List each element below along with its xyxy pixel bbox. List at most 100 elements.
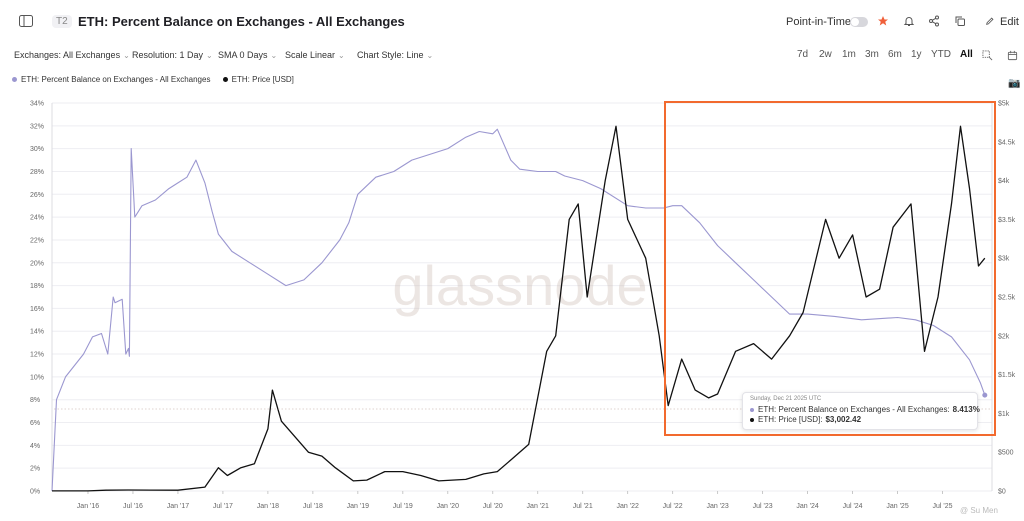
filter-bar: Exchanges: All Exchanges ⌄ Resolution: 1 … bbox=[0, 46, 1024, 66]
tooltip-date: Sunday, Dec 21 2025 UTC bbox=[750, 396, 822, 402]
legend-item-balance[interactable]: ETH: Percent Balance on Exchanges - All … bbox=[12, 75, 210, 84]
x-tick-label: Jul '23 bbox=[753, 503, 773, 510]
tooltip-row-price: ETH: Price [USD]: $3,002.42 bbox=[750, 415, 861, 424]
legend-dot-price bbox=[222, 77, 228, 82]
corner-watermark: @ Su Men bbox=[960, 506, 998, 515]
chart-series bbox=[51, 125, 988, 492]
zoom-select-icon[interactable] bbox=[981, 49, 993, 61]
x-tick-label: Jul '21 bbox=[573, 503, 593, 510]
x-tick-label: Jul '17 bbox=[213, 503, 233, 510]
tooltip-row-balance: ETH: Percent Balance on Exchanges - All … bbox=[750, 405, 980, 414]
left-tick-label: 0% bbox=[30, 489, 40, 496]
x-tick-label: Jan '23 bbox=[706, 503, 728, 510]
calendar-icon[interactable] bbox=[1006, 49, 1018, 61]
edit-button[interactable]: Edit bbox=[1000, 16, 1019, 28]
right-tick-label: $5k bbox=[998, 101, 1010, 108]
left-tick-label: 22% bbox=[30, 237, 44, 244]
range-6m[interactable]: 6m bbox=[888, 49, 902, 60]
glassnode-watermark: glassnode bbox=[392, 254, 647, 317]
left-tick-label: 24% bbox=[30, 215, 44, 222]
left-tick-label: 10% bbox=[30, 374, 44, 381]
sidebar-toggle-icon[interactable] bbox=[18, 13, 34, 29]
legend-item-price[interactable]: ETH: Price [USD] bbox=[222, 75, 294, 84]
left-tick-label: 34% bbox=[30, 101, 44, 108]
tooltip-dot-price bbox=[750, 417, 754, 422]
x-tick-label: Jul '22 bbox=[663, 503, 683, 510]
x-tick-label: Jan '21 bbox=[527, 503, 549, 510]
tooltip-dot-balance bbox=[750, 407, 754, 412]
share-icon[interactable] bbox=[927, 14, 941, 28]
right-tick-label: $1.5k bbox=[998, 372, 1016, 379]
bell-icon[interactable] bbox=[902, 14, 916, 28]
right-tick-label: $4.5k bbox=[998, 139, 1016, 146]
pencil-icon[interactable] bbox=[984, 15, 996, 27]
top-bar: T2 ETH: Percent Balance on Exchanges - A… bbox=[0, 0, 1024, 42]
left-tick-label: 32% bbox=[30, 123, 44, 130]
right-tick-label: $500 bbox=[998, 450, 1014, 457]
right-tick-label: $0 bbox=[998, 489, 1006, 496]
x-tick-label: Jul '19 bbox=[393, 503, 413, 510]
tier-tag: T2 bbox=[52, 15, 72, 28]
resolution-filter[interactable]: Resolution: 1 Day ⌄ bbox=[132, 50, 213, 60]
x-tick-label: Jan '18 bbox=[257, 503, 279, 510]
camera-icon[interactable]: 📷 bbox=[1008, 78, 1021, 89]
price-series-line bbox=[52, 125, 986, 492]
left-tick-label: 14% bbox=[30, 329, 44, 336]
right-tick-label: $2k bbox=[998, 333, 1010, 340]
range-1y[interactable]: 1y bbox=[911, 49, 922, 60]
x-tick-label: Jan '24 bbox=[796, 503, 818, 510]
right-tick-label: $4k bbox=[998, 178, 1010, 185]
x-tick-label: Jan '20 bbox=[437, 503, 459, 510]
chart-style-filter[interactable]: Chart Style: Line ⌄ bbox=[357, 50, 434, 60]
right-tick-label: $2.5k bbox=[998, 295, 1016, 302]
x-tick-label: Jan '19 bbox=[347, 503, 369, 510]
left-tick-label: 4% bbox=[30, 443, 40, 450]
x-tick-label: Jan '25 bbox=[886, 503, 908, 510]
x-tick-label: Jan '17 bbox=[167, 503, 189, 510]
copy-icon[interactable] bbox=[953, 14, 967, 28]
balance-hover-point bbox=[982, 392, 988, 398]
left-tick-label: 12% bbox=[30, 352, 44, 359]
sma-filter[interactable]: SMA 0 Days ⌄ bbox=[218, 50, 278, 60]
balance-series-line bbox=[51, 128, 986, 492]
x-tick-label: Jan '16 bbox=[77, 503, 99, 510]
range-3m[interactable]: 3m bbox=[865, 49, 879, 60]
chart-grid bbox=[51, 102, 993, 492]
range-7d[interactable]: 7d bbox=[797, 49, 809, 60]
left-tick-label: 8% bbox=[30, 397, 40, 404]
left-tick-label: 6% bbox=[30, 420, 40, 427]
x-tick-label: Jul '18 bbox=[303, 503, 323, 510]
range-1m[interactable]: 1m bbox=[842, 49, 856, 60]
x-tick-label: Jul '20 bbox=[483, 503, 503, 510]
legend-dot-balance bbox=[12, 77, 17, 82]
x-tick-label: Jul '25 bbox=[933, 503, 953, 510]
range-ytd[interactable]: YTD bbox=[931, 49, 951, 60]
page-title: ETH: Percent Balance on Exchanges - All … bbox=[78, 14, 405, 29]
star-icon[interactable] bbox=[876, 14, 890, 28]
right-y-axis: $0 $500 $1k $1.5k $2k $2.5k $3k $3.5k $4k $4.5k $5… bbox=[998, 101, 1016, 496]
x-axis: Jan '16 Jul '16 Jan '17 Jul '17 Jan '18 Jul '… bbox=[77, 491, 953, 510]
tooltip-price-label: ETH: Price [USD]: bbox=[758, 415, 823, 424]
right-tick-label: $3.5k bbox=[998, 217, 1016, 224]
point-in-time-toggle[interactable] bbox=[850, 17, 868, 27]
right-tick-label: $1k bbox=[998, 411, 1010, 418]
range-2w[interactable]: 2w bbox=[819, 49, 832, 60]
left-tick-label: 18% bbox=[30, 283, 44, 290]
range-all[interactable]: All bbox=[960, 49, 973, 60]
chart-legend: ETH: Percent Balance on Exchanges - All … bbox=[12, 75, 304, 84]
exchanges-filter[interactable]: Exchanges: All Exchanges ⌄ bbox=[14, 50, 130, 60]
tooltip-balance-value: 8.413% bbox=[952, 405, 980, 414]
chart-tooltip: Sunday, Dec 21 2025 UTC ETH: Percent Bal… bbox=[742, 392, 980, 430]
left-tick-label: 20% bbox=[30, 260, 44, 267]
right-tick-label: $3k bbox=[998, 256, 1010, 263]
x-tick-label: Jan '22 bbox=[617, 503, 639, 510]
left-tick-label: 28% bbox=[30, 169, 44, 176]
tooltip-balance-label: ETH: Percent Balance on Exchanges - All … bbox=[758, 405, 950, 414]
left-y-axis: 0% 2% 4% 6% 8% 10% 12% 14% 16% 18% 20% 22% 24% 26% 28%… bbox=[30, 101, 44, 496]
point-in-time-label: Point-in-Time bbox=[786, 16, 851, 28]
left-tick-label: 30% bbox=[30, 146, 44, 153]
left-tick-label: 2% bbox=[30, 466, 40, 473]
scale-filter[interactable]: Scale Linear ⌄ bbox=[285, 50, 345, 60]
x-tick-label: Jul '24 bbox=[843, 503, 863, 510]
